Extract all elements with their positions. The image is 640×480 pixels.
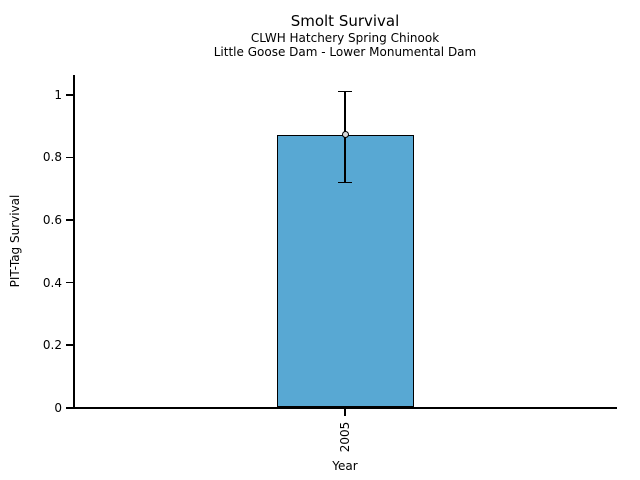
chart-title: Smolt Survival [290,12,400,30]
y-tick [66,219,73,221]
y-tick-label: 1 [54,87,62,102]
y-axis-spine [73,75,75,407]
y-tick-label: 0.6 [42,213,62,227]
error-bar-cap-top [338,90,352,93]
chart-subtitle-stock: CLWH Hatchery Spring Chinook [250,31,440,45]
y-tick-label: 0 [54,400,62,415]
y-tick [66,156,73,159]
y-tick [66,344,73,346]
x-tick-label: 2005 [338,421,352,453]
x-axis-spine [73,407,617,409]
error-bar-cap-bottom [338,181,352,184]
y-tick-label: 0.4 [42,275,62,290]
y-tick [66,281,73,284]
x-axis-label: Year [332,459,358,473]
chart-subtitle-reach: Little Goose Dam - Lower Monumental Dam [213,45,477,59]
x-tick [344,408,346,416]
y-tick [66,94,73,96]
y-tick-label: 0.8 [42,150,62,165]
data-point-marker [341,131,349,139]
y-tick-label: 0.2 [42,338,62,353]
y-tick [66,407,73,409]
title-block: Smolt Survival CLWH Hatchery Spring Chin… [73,11,617,59]
